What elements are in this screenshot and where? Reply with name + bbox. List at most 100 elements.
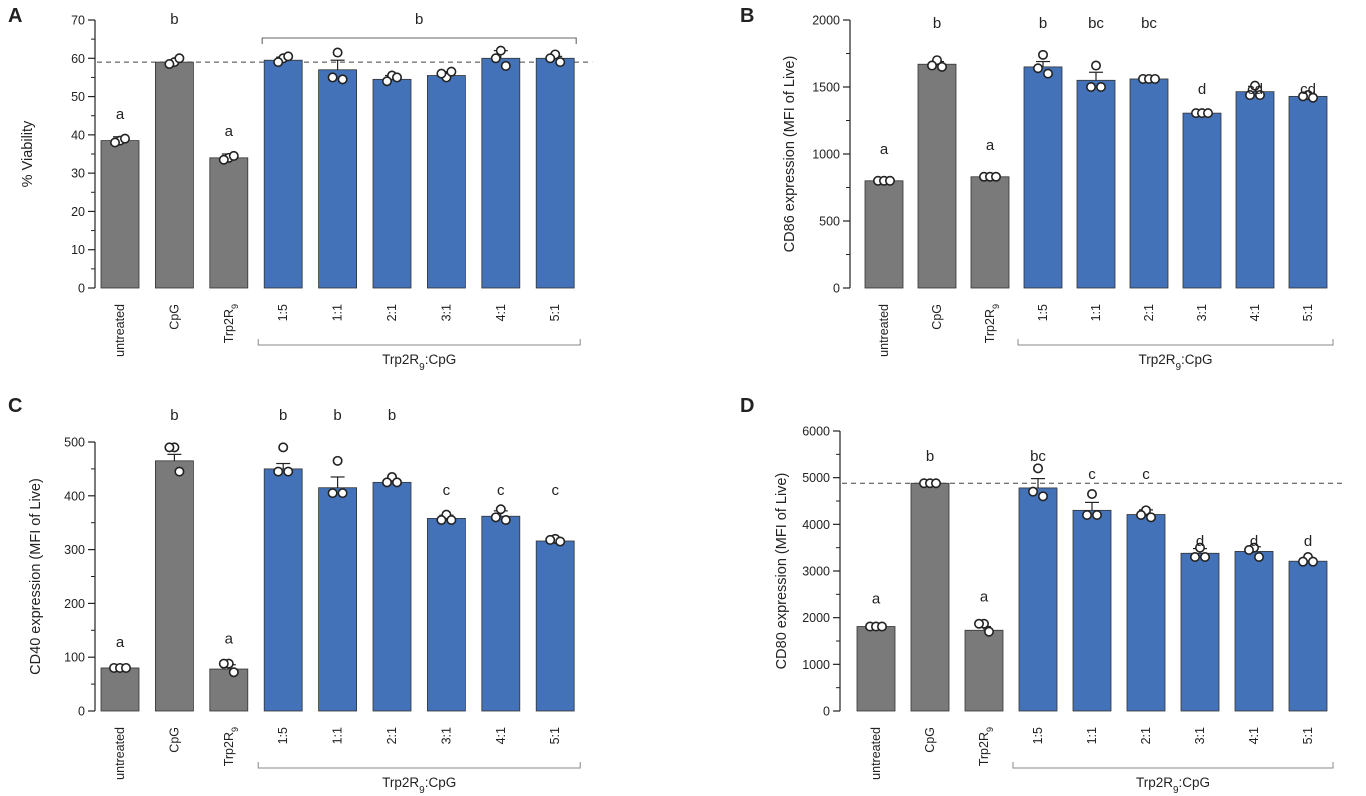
y-tick-label: 5000 [802, 471, 830, 485]
y-tick-label: 40 [71, 128, 85, 142]
data-point [555, 57, 566, 68]
data-point [327, 488, 338, 499]
data-point [1190, 551, 1201, 562]
panel-letter: A [8, 5, 22, 27]
data-point [164, 442, 175, 453]
data-point [1150, 73, 1161, 84]
data-point [278, 442, 289, 453]
data-point [1298, 556, 1309, 567]
panel-c: C 0 100 200 300 400 500 CD40 expression (MFI of… [8, 395, 581, 796]
bar-5-1 [535, 57, 575, 289]
y-tick-label: 300 [64, 543, 85, 557]
bar-1-1 [1076, 79, 1116, 289]
x-tick-label: 5:1 [548, 727, 562, 744]
x-tick-label: 1:5 [276, 727, 290, 744]
data-point [973, 618, 984, 629]
data-point [332, 455, 343, 466]
data-point [983, 626, 994, 637]
group-label: Trp2R9:CpG [1138, 352, 1212, 373]
group-label: Trp2R9:CpG [1136, 775, 1210, 796]
data-point [446, 515, 457, 526]
data-point [1308, 92, 1319, 103]
bar-cpg [910, 482, 950, 712]
x-tick-label: 2:1 [385, 304, 399, 321]
sig-letter: d [1250, 533, 1258, 550]
bar-3-1 [426, 517, 466, 712]
y-axis-label: CD80 expression (MFI of Live) [774, 473, 790, 670]
data-point [436, 68, 447, 79]
group-label: Trp2R9:CpG [382, 352, 456, 373]
data-point [1245, 90, 1256, 101]
x-tick-label: 2:1 [1142, 304, 1156, 321]
data-point [446, 66, 457, 77]
sig-letter: d [1304, 533, 1312, 550]
bar-5-1 [1288, 560, 1328, 712]
data-point [1086, 82, 1097, 93]
bar-1-5 [1023, 66, 1063, 289]
data-point [436, 515, 447, 526]
sig-letter: b [333, 407, 341, 424]
sig-letter: bc [1030, 448, 1046, 465]
bar-1-1 [318, 69, 358, 289]
sig-letter: cd [1300, 81, 1316, 98]
y-tick-label: 3000 [802, 565, 830, 579]
sig-letter: a [225, 631, 234, 648]
x-tick-label: CpG [167, 304, 181, 330]
y-tick-label: 70 [71, 14, 85, 28]
panel-letter: B [740, 5, 754, 27]
x-tick-label: 1:1 [1089, 304, 1103, 321]
data-point [1203, 108, 1214, 119]
x-tick-label: 1:1 [1085, 727, 1099, 744]
sig-letter: c [1088, 466, 1096, 483]
sig-letter: d [1198, 81, 1206, 98]
x-tick-label: CpG [923, 727, 937, 753]
x-tick-label: 3:1 [1193, 727, 1207, 744]
x-tick-label: 2:1 [1139, 727, 1153, 744]
sig-letter: b [933, 15, 941, 32]
panel-b: B 0 500 1000 1500 2000 CD86 expression (MFI of… [740, 5, 1334, 373]
x-tick-label: 4:1 [494, 304, 508, 321]
y-tick-label: 100 [64, 651, 85, 665]
x-tick-label: CpG [167, 727, 181, 753]
y-tick-label: 1000 [812, 148, 840, 162]
x-tick-label: Trp2R9 [222, 727, 240, 766]
x-tick-label: 3:1 [439, 727, 453, 744]
data-point [332, 47, 343, 58]
x-tick-label: 1:5 [1031, 727, 1045, 744]
sig-letter: a [872, 591, 881, 608]
sig-letter: cd [1247, 81, 1263, 98]
bar-3-1 [1182, 112, 1222, 289]
bar-trp2r9 [209, 157, 249, 289]
x-tick-label: 2:1 [385, 727, 399, 744]
data-point [121, 662, 132, 673]
sig-letter: a [986, 137, 995, 154]
bar-1-5 [263, 468, 303, 712]
bar-cpg [154, 460, 194, 712]
bar-2-1 [1126, 514, 1166, 712]
data-point [1255, 90, 1266, 101]
y-axis-label: CD40 expression (MFI of Live) [28, 478, 44, 675]
data-point [337, 488, 348, 499]
sig-letter: c [1142, 466, 1150, 483]
data-point [1244, 544, 1255, 555]
data-point [1308, 556, 1319, 567]
bar-5-1 [1288, 95, 1328, 289]
data-point [228, 667, 239, 678]
data-point [1087, 488, 1098, 499]
data-point [110, 137, 121, 148]
y-tick-label: 30 [71, 167, 85, 181]
sig-letter: bc [1141, 15, 1157, 32]
x-tick-label: CpG [930, 304, 944, 330]
sig-letter: c [443, 482, 451, 499]
y-tick-label: 0 [823, 705, 830, 719]
group-sig-letter: b [415, 11, 423, 28]
sig-letter: bc [1088, 15, 1104, 32]
bar-5-1 [535, 540, 575, 712]
bar-untreated [100, 140, 140, 289]
x-tick-label: 3:1 [1195, 304, 1209, 321]
x-tick-label: 1:1 [331, 304, 345, 321]
group-bracket [257, 339, 581, 346]
data-point [164, 59, 175, 70]
y-tick-label: 1000 [802, 658, 830, 672]
